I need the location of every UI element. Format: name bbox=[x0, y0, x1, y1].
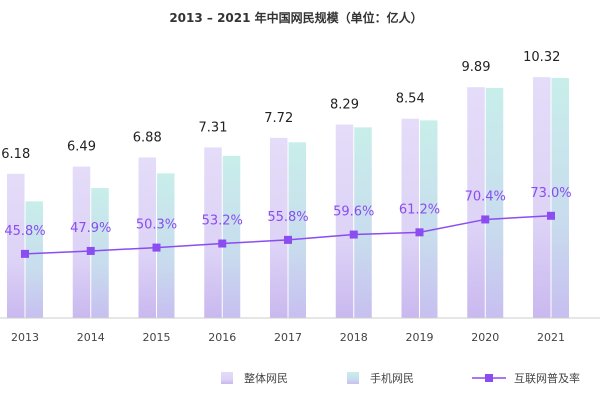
bar-label-total-2020: 9.89 bbox=[462, 60, 491, 75]
x-tick-labels: 2013 2014 2015 2016 2017 2018 2019 2020 2021 bbox=[11, 331, 565, 344]
bars-total-group bbox=[7, 77, 551, 318]
bar-mobile-2017 bbox=[288, 142, 306, 318]
bar-total-2017 bbox=[270, 137, 288, 318]
rate-marker-2013 bbox=[21, 249, 29, 258]
rate-marker-2016 bbox=[218, 239, 227, 248]
x-tick-2021: 2021 bbox=[537, 331, 565, 344]
rate-marker-2018 bbox=[349, 230, 358, 239]
x-tick-2015: 2015 bbox=[143, 331, 171, 344]
bar-mobile-2018 bbox=[354, 127, 372, 319]
rate-label-2013: 45.8% bbox=[4, 224, 45, 239]
rate-markers-group bbox=[21, 211, 555, 258]
bar-mobile-2015 bbox=[157, 173, 175, 318]
rate-label-2016: 53.2% bbox=[202, 214, 243, 229]
rate-marker-2015 bbox=[152, 243, 161, 252]
bar-total-2018 bbox=[335, 124, 354, 318]
rate-label-2020: 70.4% bbox=[465, 189, 506, 204]
bar-label-total-2019: 8.54 bbox=[396, 92, 425, 107]
bar-mobile-2013 bbox=[25, 201, 43, 318]
rate-marker-2019 bbox=[415, 228, 424, 237]
bar-label-total-2017: 7.72 bbox=[264, 111, 293, 126]
x-tick-2018: 2018 bbox=[340, 331, 368, 344]
rate-marker-2020 bbox=[481, 215, 490, 224]
legend-line-marker bbox=[485, 374, 493, 382]
bar-total-2019 bbox=[401, 118, 419, 318]
chart-title: 2013 – 2021 年中国网民规模（单位：亿人） bbox=[169, 10, 422, 25]
bars-mobile-group bbox=[25, 77, 569, 319]
legend-swatch-total bbox=[221, 372, 233, 384]
bar-total-2016 bbox=[204, 147, 222, 318]
rate-label-2017: 55.8% bbox=[267, 210, 308, 225]
x-tick-2017: 2017 bbox=[274, 331, 302, 344]
rate-marker-2014 bbox=[86, 246, 95, 255]
bar-mobile-2016 bbox=[222, 155, 241, 318]
bar-label-total-2013: 6.18 bbox=[1, 147, 30, 162]
rate-label-2018: 59.6% bbox=[333, 205, 374, 220]
bar-label-total-2018: 8.29 bbox=[330, 98, 359, 113]
rate-label-2021: 73.0% bbox=[530, 186, 571, 201]
x-tick-2013: 2013 bbox=[11, 331, 39, 344]
legend-label-total: 整体网民 bbox=[244, 371, 288, 385]
legend-label-rate: 互联网普及率 bbox=[514, 371, 580, 385]
rate-labels-group: 45.8% 47.9% 50.3% 53.2% 55.8% 59.6% 61.2% 70.4%… bbox=[4, 186, 571, 239]
bar-label-total-2014: 6.49 bbox=[67, 140, 96, 155]
x-tick-2014: 2014 bbox=[77, 331, 105, 344]
rate-label-2019: 61.2% bbox=[399, 202, 440, 217]
bar-mobile-2021 bbox=[551, 77, 569, 319]
rate-marker-2017 bbox=[284, 235, 292, 244]
rate-marker-2021 bbox=[547, 211, 555, 220]
x-tick-2016: 2016 bbox=[208, 331, 236, 344]
x-tick-2019: 2019 bbox=[406, 331, 434, 344]
rate-label-2014: 47.9% bbox=[70, 221, 111, 236]
bar-total-2014 bbox=[72, 166, 91, 318]
bar-mobile-2019 bbox=[420, 120, 438, 319]
bar-mobile-2014 bbox=[91, 188, 109, 318]
bar-mobile-2020 bbox=[485, 87, 504, 319]
bar-total-2015 bbox=[138, 157, 156, 318]
legend-label-mobile: 手机网民 bbox=[370, 371, 414, 385]
rate-label-2015: 50.3% bbox=[136, 218, 177, 233]
bar-total-2020 bbox=[467, 87, 485, 318]
bar-total-2013 bbox=[7, 173, 25, 318]
bar-total-2021 bbox=[533, 77, 551, 318]
bar-label-total-2016: 7.31 bbox=[199, 120, 228, 135]
x-tick-2020: 2020 bbox=[471, 331, 499, 344]
legend-swatch-mobile bbox=[347, 372, 359, 384]
legend: 整体网民 手机网民 互联网普及率 bbox=[221, 371, 580, 385]
bar-labels-group: 6.18 6.49 6.88 7.31 7.72 8.29 8.54 9.89 10.32 bbox=[1, 50, 560, 162]
bar-label-total-2015: 6.88 bbox=[133, 130, 162, 145]
bar-label-total-2021: 10.32 bbox=[523, 50, 560, 65]
